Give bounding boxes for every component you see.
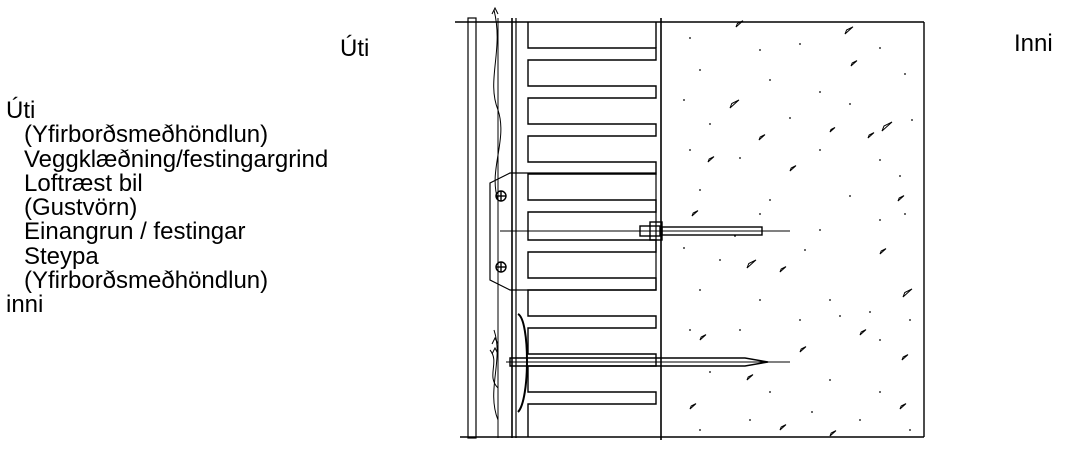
aggregate-dot [699, 289, 701, 291]
aggregate-stone [897, 195, 905, 202]
cladding-board [467, 17, 477, 439]
aggregate-dot [829, 379, 831, 381]
aggregate-stone [758, 134, 766, 141]
aggregate-stone [867, 132, 875, 139]
aggregate-dot [734, 235, 736, 237]
aggregate-stone [829, 430, 837, 437]
aggregate-dot [829, 299, 831, 301]
layer-legend: Úti (Yfirborðsmeðhöndlun) Veggklæðning/f… [6, 97, 329, 319]
aggregate-stone [699, 334, 707, 341]
aggregate-dot [869, 311, 871, 313]
aggregate-dot [811, 411, 813, 413]
anchor-washer [639, 225, 661, 237]
aggregate-dot [739, 329, 741, 331]
break-line-lower [493, 329, 499, 421]
aggregate-stone [779, 424, 787, 431]
aggregate-dot [689, 329, 691, 331]
aggregate-stone [881, 121, 893, 132]
aggregate-dot [879, 159, 881, 161]
break-arrow-lower [491, 336, 499, 345]
anchor-shaft [661, 226, 763, 236]
aggregate-dot [759, 49, 761, 51]
aggregate-dot [683, 247, 685, 249]
aggregate-stone [707, 156, 715, 163]
aggregate-dot [819, 149, 821, 151]
aggregate-dot [909, 319, 911, 321]
inside-label: Inni [1014, 30, 1053, 57]
aggregate-stone [859, 329, 867, 336]
aggregate-dot [859, 419, 861, 421]
aggregate-stone [789, 165, 797, 172]
aggregate-dot [719, 259, 721, 261]
aggregate-dot [769, 391, 771, 393]
aggregate-dot [689, 37, 691, 39]
aggregate-dot [689, 149, 691, 151]
aggregate-stone [901, 354, 909, 361]
aggregate-stone [899, 403, 907, 410]
aggregate-dot [749, 419, 751, 421]
aggregate-stone [829, 127, 836, 133]
break-arrow-upper [491, 6, 499, 15]
legend-item-wind-barrier: (Gustvörn) [24, 194, 138, 222]
aggregate-stone [799, 346, 807, 353]
legend-item-inside: inni [6, 291, 44, 319]
aggregate-dot [879, 219, 881, 221]
aggregate-dot [909, 429, 911, 431]
aggregate-dot [789, 117, 791, 119]
aggregate-dot [899, 175, 901, 177]
legend-item-insulation-fixings: Einangrun / festingar [24, 218, 246, 246]
aggregate-stone [879, 248, 887, 255]
legend-item-surface-treatment-outer: (Yfirborðsmeðhöndlun) [24, 121, 269, 149]
wall-bracket [489, 172, 657, 291]
aggregate-stone [735, 20, 744, 28]
aggregate-stone [844, 26, 854, 35]
legend-item-ventilated-gap: Loftræst bil [24, 169, 143, 197]
break-line-fastener [489, 349, 499, 389]
break-line-upper [493, 9, 502, 201]
aggregate-dot [699, 69, 701, 71]
aggregate-dot [879, 391, 881, 393]
aggregate-dot [911, 119, 913, 121]
aggregate-dot [849, 103, 851, 105]
aggregate-stone [902, 288, 913, 298]
aggregate-dot [683, 99, 685, 101]
aggregate-dot [819, 229, 821, 231]
aggregate-stone [729, 99, 740, 109]
aggregate-stone [746, 374, 754, 381]
insulation-comb [527, 22, 657, 437]
fastener-shaft [509, 357, 769, 367]
aggregate-dot [879, 339, 881, 341]
aggregate-dot [799, 319, 801, 321]
aggregate-dot [769, 199, 771, 201]
aggregate-dot [804, 249, 806, 251]
legend-item-concrete: Steypa [24, 242, 99, 270]
aggregate-dot [709, 123, 711, 125]
legend-item-surface-treatment-inner: (Yfirborðsmeðhöndlun) [24, 267, 269, 295]
aggregate-stone [689, 403, 697, 410]
aggregate-dot [759, 213, 761, 215]
fastener-plate [517, 313, 528, 413]
aggregate-stone [746, 259, 757, 269]
aggregate-dot [799, 43, 801, 45]
aggregate-dot [839, 315, 841, 317]
aggregate-dot [819, 91, 821, 93]
aggregate-dot [904, 213, 906, 215]
legend-item-outside: Úti [6, 97, 36, 124]
aggregate-dot [739, 157, 741, 159]
aggregate-dot [709, 371, 711, 373]
aggregate-dot [879, 47, 881, 49]
aggregate-dot [904, 73, 906, 75]
aggregate-stone [850, 60, 858, 67]
aggregate-stone [779, 266, 787, 273]
aggregate-stone [691, 210, 699, 217]
aggregate-dot [699, 189, 701, 191]
legend-item-cladding-frame: Veggklæðning/festingargrind [24, 145, 329, 173]
aggregate-dot [769, 79, 771, 81]
aggregate-dot [849, 195, 851, 197]
outside-label: Úti [340, 35, 370, 62]
aggregate-dot [699, 429, 701, 431]
concrete-aggregate [683, 20, 913, 437]
aggregate-dot [759, 299, 761, 301]
